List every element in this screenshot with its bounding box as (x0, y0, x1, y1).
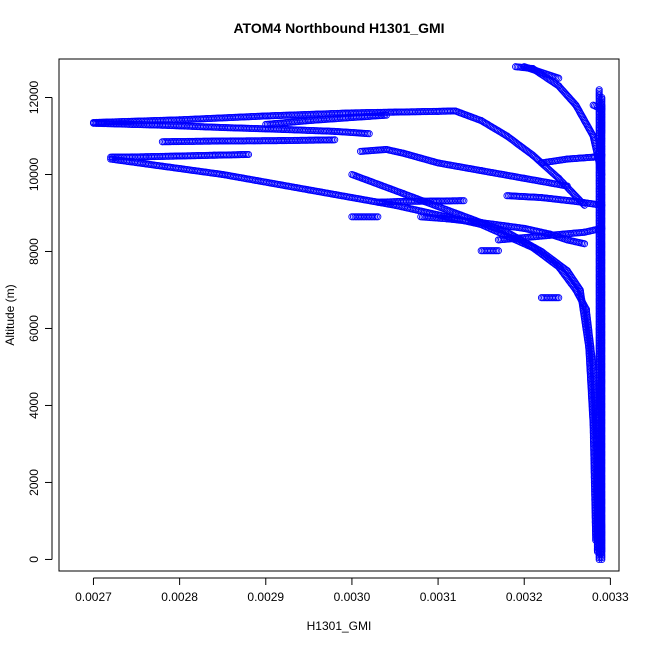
data-point (331, 136, 339, 144)
x-tick-label: 0.0032 (506, 590, 543, 604)
data-point (555, 294, 563, 302)
x-tick-label: 0.0028 (161, 590, 198, 604)
data-points (89, 63, 606, 564)
data-point (460, 197, 468, 205)
data-point (382, 111, 390, 119)
y-tick-label: 4000 (27, 392, 41, 419)
plot-frame (58, 58, 620, 572)
data-point (555, 74, 563, 82)
chart-title: ATOM4 Northbound H1301_GMI (233, 20, 444, 36)
x-tick-label: 0.0031 (420, 590, 457, 604)
x-axis: 0.0027 0.0028 0.0029 0.0030 0.0031 0.0032 0.00… (75, 577, 629, 604)
x-tick-label: 0.0029 (247, 590, 284, 604)
y-tick-label: 6000 (27, 315, 41, 342)
data-point (580, 240, 589, 248)
y-tick-label: 0 (27, 556, 41, 563)
y-tick-label: 2000 (27, 469, 41, 496)
x-axis-label: H1301_GMI (307, 619, 372, 633)
y-tick-label: 12000 (27, 80, 41, 114)
data-point (598, 93, 606, 102)
data-point (374, 213, 382, 221)
data-point (365, 130, 373, 138)
x-tick-label: 0.0033 (592, 590, 629, 604)
data-point (348, 170, 356, 179)
data-point (244, 150, 253, 159)
data-point (494, 247, 502, 255)
y-axis: 0 2000 4000 6000 8000 10000 12000 (27, 80, 53, 563)
x-tick-label: 0.0030 (334, 590, 371, 604)
y-tick-label: 8000 (27, 238, 41, 265)
data-point (563, 182, 571, 190)
y-axis-label: Altitude (m) (3, 284, 17, 345)
data-point (595, 86, 603, 94)
x-tick-label: 0.0027 (75, 590, 112, 604)
y-tick-label: 10000 (27, 157, 41, 191)
